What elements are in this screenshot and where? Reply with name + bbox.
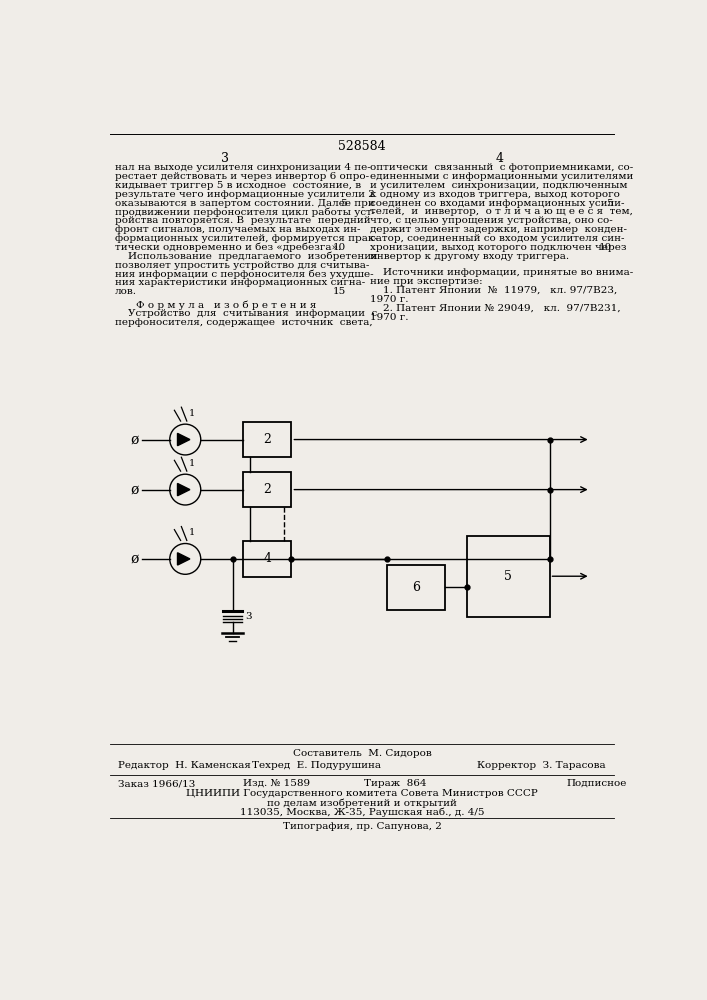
Text: телей,  и  инвертор,  о т л и ч а ю щ е е с я  тем,: телей, и инвертор, о т л и ч а ю щ е е с… [370, 207, 633, 216]
Text: кидывает триггер 5 в исходное  состояние, в: кидывает триггер 5 в исходное состояние,… [115, 181, 361, 190]
Bar [243, 422, 291, 457]
Polygon shape [177, 553, 190, 565]
Text: ø: ø [131, 483, 139, 497]
Text: Составитель  М. Сидоров: Составитель М. Сидоров [293, 749, 431, 758]
Text: нал на выходе усилителя синхронизации 4 пе-: нал на выходе усилителя синхронизации 4 … [115, 163, 370, 172]
Text: соединен со входами информационных усили-: соединен со входами информационных усили… [370, 199, 624, 208]
Text: ЦНИИПИ Государственного комитета Совета Министров СССР: ЦНИИПИ Государственного комитета Совета … [186, 789, 538, 798]
Text: продвижении перфоносителя цикл работы уст-: продвижении перфоносителя цикл работы ус… [115, 207, 375, 217]
Text: 6: 6 [411, 581, 420, 594]
Polygon shape [177, 483, 190, 496]
Text: к одному из входов триггера, выход которого: к одному из входов триггера, выход котор… [370, 190, 619, 199]
Text: ния характеристики информационных сигна-: ния характеристики информационных сигна- [115, 278, 365, 287]
Text: оптически  связанный  с фотоприемниками, со-: оптически связанный с фотоприемниками, с… [370, 163, 633, 172]
Text: и усилителем  синхронизации, подключенным: и усилителем синхронизации, подключенным [370, 181, 627, 190]
Text: ройства повторяется. В  результате  передний: ройства повторяется. В результате передн… [115, 216, 370, 225]
Text: 4: 4 [264, 552, 271, 565]
Text: 528584: 528584 [338, 140, 386, 153]
Text: ø: ø [131, 552, 139, 566]
Bar [243, 541, 291, 577]
Text: Типография, пр. Сапунова, 2: Типография, пр. Сапунова, 2 [283, 822, 441, 831]
Text: Изд. № 1589: Изд. № 1589 [243, 779, 310, 788]
Text: формационных усилителей, формируется прак-: формационных усилителей, формируется пра… [115, 234, 378, 243]
Text: 1: 1 [188, 528, 194, 537]
Text: Использование  предлагаемого  изобретения: Использование предлагаемого изобретения [115, 252, 378, 261]
Text: Заказ 1966/13: Заказ 1966/13 [118, 779, 195, 788]
Text: 1: 1 [188, 409, 194, 418]
Text: 2: 2 [264, 433, 271, 446]
Text: сатор, соединенный со входом усилителя син-: сатор, соединенный со входом усилителя с… [370, 234, 624, 243]
Text: 2. Патент Японии № 29049,   кл.  97/7В231,: 2. Патент Японии № 29049, кл. 97/7В231, [370, 304, 620, 313]
Text: Подписное: Подписное [566, 779, 627, 788]
Bar [387, 565, 445, 610]
Text: 1970 г.: 1970 г. [370, 295, 408, 304]
Text: позволяет упростить устройство для считыва-: позволяет упростить устройство для считы… [115, 261, 369, 270]
Text: по делам изобретений и открытий: по делам изобретений и открытий [267, 798, 457, 808]
Text: Корректор  З. Тарасова: Корректор З. Тарасова [477, 761, 606, 770]
Text: 10: 10 [599, 243, 612, 252]
Text: 1. Патент Японии  №  11979,   кл. 97/7В23,: 1. Патент Японии № 11979, кл. 97/7В23, [370, 286, 617, 295]
Text: 1970 г.: 1970 г. [370, 312, 408, 322]
Bar [243, 472, 291, 507]
Text: 10: 10 [333, 243, 346, 252]
Text: 113035, Москва, Ж-35, Раушская наб., д. 4/5: 113035, Москва, Ж-35, Раушская наб., д. … [240, 808, 484, 817]
Text: ø: ø [131, 433, 139, 447]
Text: 5: 5 [340, 199, 346, 208]
Text: что, с целью упрощения устройства, оно со-: что, с целью упрощения устройства, оно с… [370, 216, 612, 225]
Bar [467, 536, 549, 617]
Text: держит элемент задержки, например  конден-: держит элемент задержки, например конден… [370, 225, 626, 234]
Text: Ф о р м у л а   и з о б р е т е н и я: Ф о р м у л а и з о б р е т е н и я [136, 301, 317, 310]
Polygon shape [177, 433, 190, 446]
Text: лов.: лов. [115, 287, 136, 296]
Text: ние при экспертизе:: ние при экспертизе: [370, 277, 482, 286]
Text: перфоносителя, содержащее  источник  света,: перфоносителя, содержащее источник света… [115, 318, 373, 327]
Text: Устройство  для  считывания  информации  с: Устройство для считывания информации с [115, 309, 377, 318]
Text: 5: 5 [606, 199, 612, 208]
Text: 2: 2 [264, 483, 271, 496]
Text: оказываются в запертом состоянии. Далее при: оказываются в запертом состоянии. Далее … [115, 199, 375, 208]
Text: хронизации, выход которого подключен через: хронизации, выход которого подключен чер… [370, 243, 626, 252]
Text: 3: 3 [221, 152, 229, 165]
Text: тически одновременно и без «дребезга».: тически одновременно и без «дребезга». [115, 243, 341, 252]
Text: Техред  Е. Подурушина: Техред Е. Подурушина [252, 761, 382, 770]
Text: рестает действовать и через инвертор 6 опро-: рестает действовать и через инвертор 6 о… [115, 172, 369, 181]
Text: ния информации с перфоносителя без ухудше-: ния информации с перфоносителя без ухудш… [115, 269, 373, 279]
Text: 3: 3 [245, 612, 252, 621]
Text: Источники информации, принятые во внима-: Источники информации, принятые во внима- [370, 268, 633, 277]
Text: 1: 1 [188, 459, 194, 468]
Text: 5: 5 [504, 570, 512, 583]
Text: 15: 15 [333, 287, 346, 296]
Text: 4: 4 [495, 152, 503, 165]
Text: инвертор к другому входу триггера.: инвертор к другому входу триггера. [370, 252, 569, 261]
Text: результате чего информационные усилители 2: результате чего информационные усилители… [115, 190, 375, 199]
Text: Редактор  Н. Каменская: Редактор Н. Каменская [118, 761, 251, 770]
Text: Тираж  864: Тираж 864 [363, 779, 426, 788]
Text: фронт сигналов, получаемых на выходах ин-: фронт сигналов, получаемых на выходах ин… [115, 225, 361, 234]
Text: единенными с информационными усилителями: единенными с информационными усилителями [370, 172, 633, 181]
